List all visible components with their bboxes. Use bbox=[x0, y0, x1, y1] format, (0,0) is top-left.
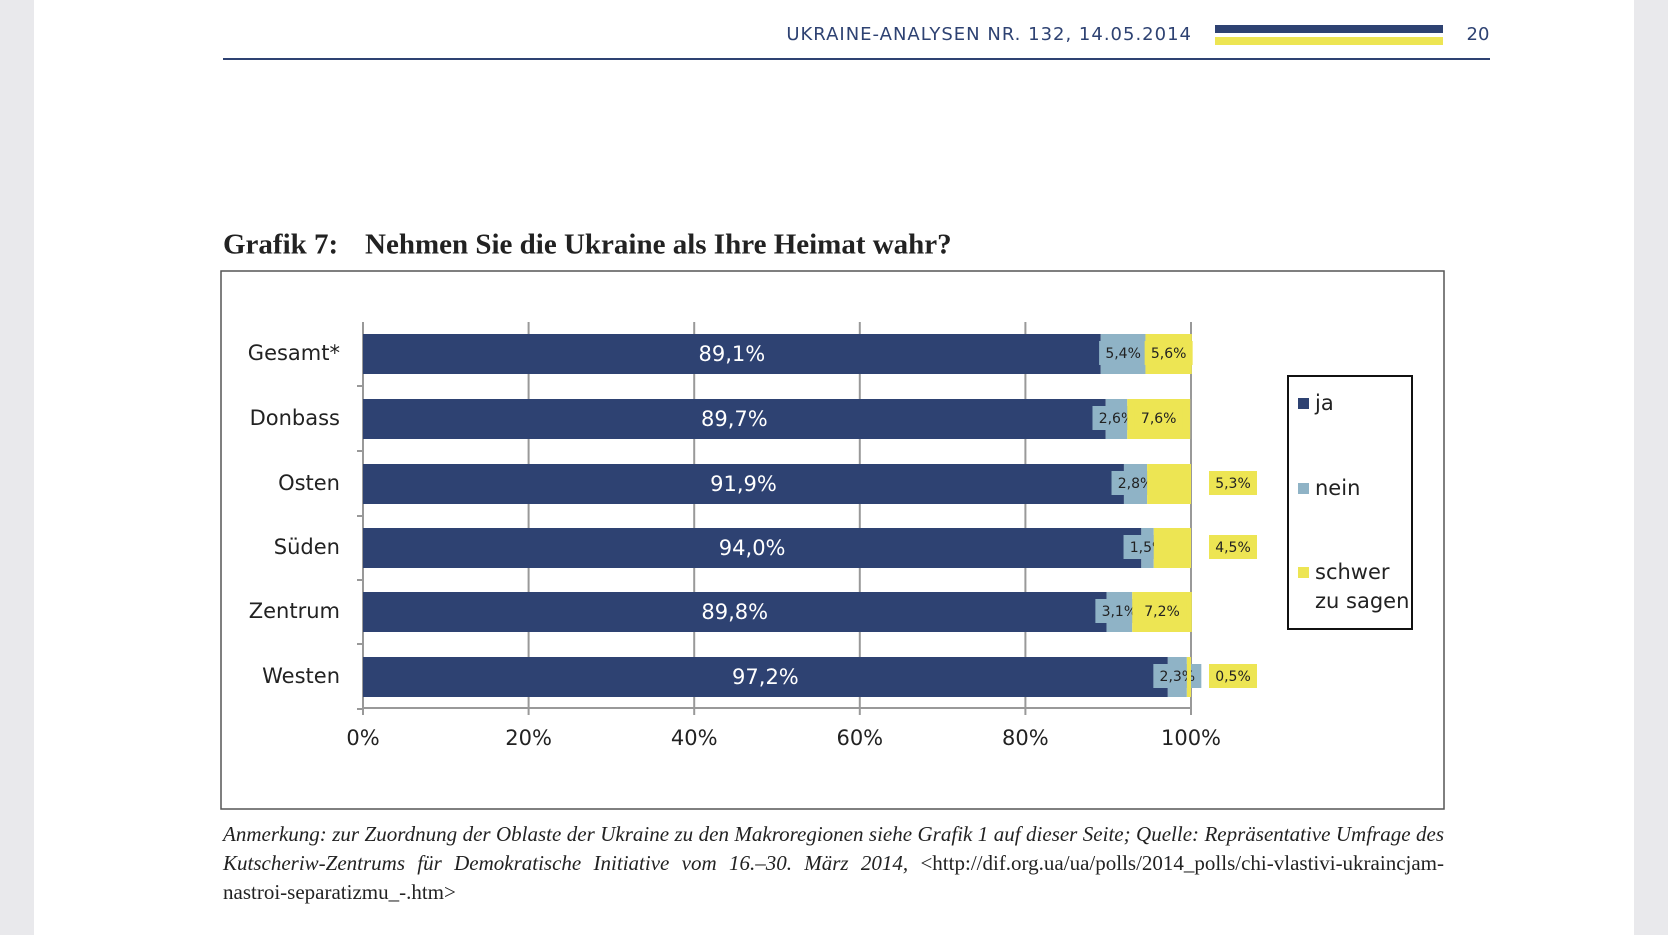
value-label: 7,6% bbox=[1141, 411, 1177, 427]
flag-yellow bbox=[1215, 37, 1443, 45]
note-text: Anmerkung: zur Zuordnung der Oblaste der… bbox=[223, 822, 1444, 875]
value-label: 5,6% bbox=[1151, 346, 1187, 362]
bar-segment bbox=[363, 399, 1106, 439]
value-label: 2,3% bbox=[1160, 669, 1196, 685]
legend-box bbox=[1287, 375, 1413, 630]
value-label: 89,1% bbox=[699, 342, 766, 366]
value-label: 89,7% bbox=[701, 407, 768, 431]
x-tick-label: 60% bbox=[836, 726, 883, 750]
note: Anmerkung: zur Zuordnung der Oblaste der… bbox=[223, 820, 1444, 907]
y-tick-label: Zentrum bbox=[249, 599, 340, 623]
y-tick-label: Westen bbox=[262, 664, 340, 688]
bar-segment bbox=[1186, 657, 1191, 697]
value-label-box bbox=[1144, 341, 1193, 365]
value-label-box bbox=[1153, 664, 1202, 688]
figure-label: Grafik 7: bbox=[223, 229, 338, 261]
page-number: 20 bbox=[1467, 24, 1490, 45]
x-tick-label: 80% bbox=[1002, 726, 1049, 750]
flag-blue bbox=[1215, 25, 1443, 33]
value-label: 2,8% bbox=[1118, 476, 1154, 492]
x-tick-label: 20% bbox=[505, 726, 552, 750]
value-label-box bbox=[1138, 599, 1187, 623]
chart-frame bbox=[220, 270, 1445, 810]
bar-segment bbox=[363, 334, 1101, 374]
legend-label: nein bbox=[1315, 476, 1361, 500]
y-tick-label: Donbass bbox=[250, 406, 340, 430]
x-tick-label: 40% bbox=[671, 726, 718, 750]
value-label: 7,2% bbox=[1144, 604, 1180, 620]
y-tick-label: Süden bbox=[274, 535, 340, 559]
value-label-box bbox=[1209, 535, 1257, 559]
value-label: 0,5% bbox=[1215, 669, 1251, 685]
value-label: 89,8% bbox=[701, 600, 768, 624]
value-label: 91,9% bbox=[710, 472, 777, 496]
legend-label: ja bbox=[1315, 391, 1334, 415]
chart-title: Nehmen Sie die Ukraine als Ihre Heimat w… bbox=[365, 229, 952, 261]
value-label: 3,1% bbox=[1102, 604, 1138, 620]
value-label: 5,4% bbox=[1105, 346, 1141, 362]
value-label: 5,3% bbox=[1215, 476, 1251, 492]
x-tick-label: 100% bbox=[1161, 726, 1221, 750]
bar-segment bbox=[1153, 528, 1191, 568]
legend-label: schwer zu sagen bbox=[1315, 560, 1410, 613]
value-label-box bbox=[1099, 341, 1148, 365]
value-label-box bbox=[1209, 664, 1257, 688]
value-label: 94,0% bbox=[719, 536, 786, 560]
bar-segment bbox=[1147, 464, 1191, 504]
journal-header: UKRAINE-ANALYSEN NR. 132, 14.05.2014 bbox=[786, 24, 1192, 45]
value-label-box bbox=[1134, 406, 1183, 430]
value-label: 4,5% bbox=[1215, 540, 1251, 556]
legend-swatch bbox=[1298, 567, 1309, 578]
y-tick-label: Gesamt* bbox=[248, 341, 340, 365]
value-label-box bbox=[1209, 471, 1257, 495]
value-label: 2,6% bbox=[1099, 411, 1135, 427]
x-tick-label: 0% bbox=[346, 726, 379, 750]
y-tick-label: Osten bbox=[278, 471, 340, 495]
bar-segment bbox=[363, 592, 1107, 632]
legend-swatch bbox=[1298, 398, 1309, 409]
note-url: <http://dif.org.ua/ua/polls/2014_polls/c… bbox=[223, 851, 1445, 904]
bar-segment bbox=[363, 657, 1168, 697]
legend-swatch bbox=[1298, 483, 1309, 494]
value-label: 97,2% bbox=[732, 665, 799, 689]
bar-segment bbox=[363, 528, 1142, 568]
bar-segment bbox=[363, 464, 1124, 504]
